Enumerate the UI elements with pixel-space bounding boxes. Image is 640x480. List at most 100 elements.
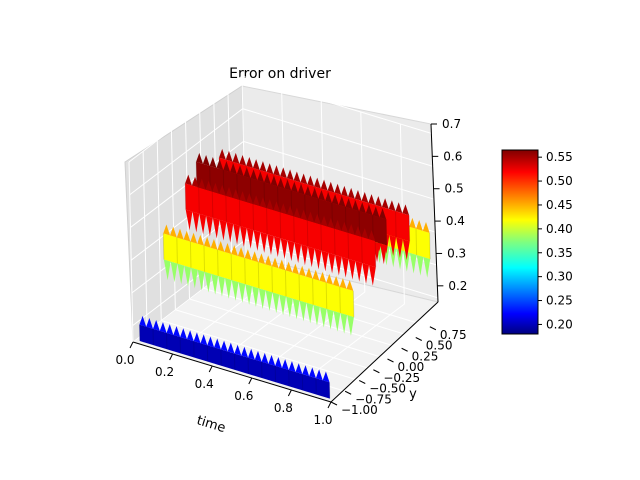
strip-wall xyxy=(163,233,354,318)
strip-spike xyxy=(212,217,220,239)
strip-edge xyxy=(395,211,397,238)
strip-spike xyxy=(240,226,247,247)
strip-top-spike xyxy=(273,201,281,213)
strip-edge xyxy=(320,224,322,251)
colorbar-tick-label: 0.35 xyxy=(546,246,573,260)
strip-wall xyxy=(185,183,376,268)
y-tick xyxy=(359,380,366,384)
strip-top-spike xyxy=(198,178,206,190)
x-tick xyxy=(287,389,292,397)
strip-top-spike xyxy=(339,278,347,289)
strip-top-spike xyxy=(191,176,199,188)
y-tick-label: −0.75 xyxy=(355,392,392,406)
strip-top-spike xyxy=(284,179,292,191)
y-tick xyxy=(373,369,380,374)
colorbar-tick-label: 0.55 xyxy=(546,150,573,164)
strip-top-spike xyxy=(224,243,232,254)
strip-top-spike xyxy=(259,161,267,173)
strip-top-spike xyxy=(334,183,342,195)
strip-spike xyxy=(170,261,178,283)
strip-spike xyxy=(153,345,161,348)
strip-top-spike xyxy=(225,150,233,162)
strip-spike xyxy=(253,230,261,251)
x-tick-label: 0.4 xyxy=(195,377,214,391)
strip-spike xyxy=(252,286,259,307)
x-gridline xyxy=(172,87,287,355)
strip-top-spike xyxy=(359,202,366,214)
strip-spike xyxy=(294,242,302,264)
strip-top-spike xyxy=(375,196,382,207)
x-tick xyxy=(169,353,174,361)
strip-top-spike xyxy=(183,230,191,242)
strip-top-spike xyxy=(365,204,373,216)
strip-spike xyxy=(139,341,147,344)
strip-top-spike xyxy=(271,257,279,269)
x-axis-label: time xyxy=(195,413,227,436)
strip-spike xyxy=(173,351,181,354)
strip-top-spike xyxy=(299,265,306,277)
strip-top-spike xyxy=(379,208,387,220)
strip-top-spike xyxy=(277,177,285,189)
strip-top-spike xyxy=(302,365,310,377)
strip-top-spike xyxy=(230,163,237,175)
strip-top-spike xyxy=(186,330,194,342)
strip-top-spike xyxy=(322,371,330,383)
strip-edge xyxy=(312,278,314,305)
strip-top-spike xyxy=(331,194,339,205)
strip-top-spike xyxy=(327,217,335,229)
strip-top-spike xyxy=(166,324,174,335)
y-tick-label: 0.25 xyxy=(412,349,439,363)
x-tick xyxy=(248,377,253,385)
strip-top-spike xyxy=(176,228,184,240)
chart-title: Error on driver xyxy=(229,66,331,82)
strip-spike xyxy=(258,288,266,309)
strip-top-spike xyxy=(180,328,187,340)
x-tick xyxy=(208,365,213,373)
x-tick xyxy=(129,341,134,349)
strip-spike xyxy=(326,308,334,330)
strip-spike xyxy=(396,237,403,258)
strip-spike xyxy=(219,219,227,241)
strip-top-spike xyxy=(320,179,328,191)
strip-top-spike xyxy=(280,203,287,215)
strip-top-spike xyxy=(266,199,274,211)
strip-top-spike xyxy=(292,263,300,275)
x-gridline xyxy=(251,111,366,379)
strip-top-spike xyxy=(309,367,316,379)
z-tick-label: 0.3 xyxy=(447,246,466,260)
strip-top-spike xyxy=(288,361,296,373)
strip-spike xyxy=(146,343,154,346)
strip-top-spike xyxy=(239,191,247,202)
strip-top-spike xyxy=(295,363,303,375)
strip-spike xyxy=(246,228,254,249)
strip-top-spike xyxy=(352,200,360,212)
strip-top-spike xyxy=(185,174,192,186)
strip-spike xyxy=(184,265,191,287)
strip-spike xyxy=(306,302,314,324)
strip-spike xyxy=(224,278,232,299)
strip-top-spike xyxy=(273,165,281,177)
strip-spike xyxy=(245,284,253,305)
strip-top-spike xyxy=(318,189,326,201)
strip-spike xyxy=(321,250,329,272)
surface-strip xyxy=(184,174,377,286)
y-gridline xyxy=(156,140,360,381)
strip-spike xyxy=(268,380,276,383)
strip-top-spike xyxy=(227,342,235,354)
x-gridline xyxy=(291,123,405,391)
strip-top-spike xyxy=(231,245,238,256)
strip-top-spike xyxy=(388,200,396,212)
strip-top-spike xyxy=(139,315,147,327)
strip-spike xyxy=(267,234,274,255)
strip-spike xyxy=(340,313,348,334)
strip-spike xyxy=(280,238,288,260)
strip-top-spike xyxy=(312,269,320,281)
strip-edge xyxy=(415,228,418,255)
strip-spike xyxy=(355,261,363,282)
strip-spike xyxy=(347,315,354,336)
strip-top-spike xyxy=(202,154,210,166)
strip-top-spike xyxy=(422,222,430,233)
axes: 0.00.20.40.60.81.0−1.00−0.75−0.50−0.250.… xyxy=(115,117,467,427)
x-tick xyxy=(327,401,332,409)
